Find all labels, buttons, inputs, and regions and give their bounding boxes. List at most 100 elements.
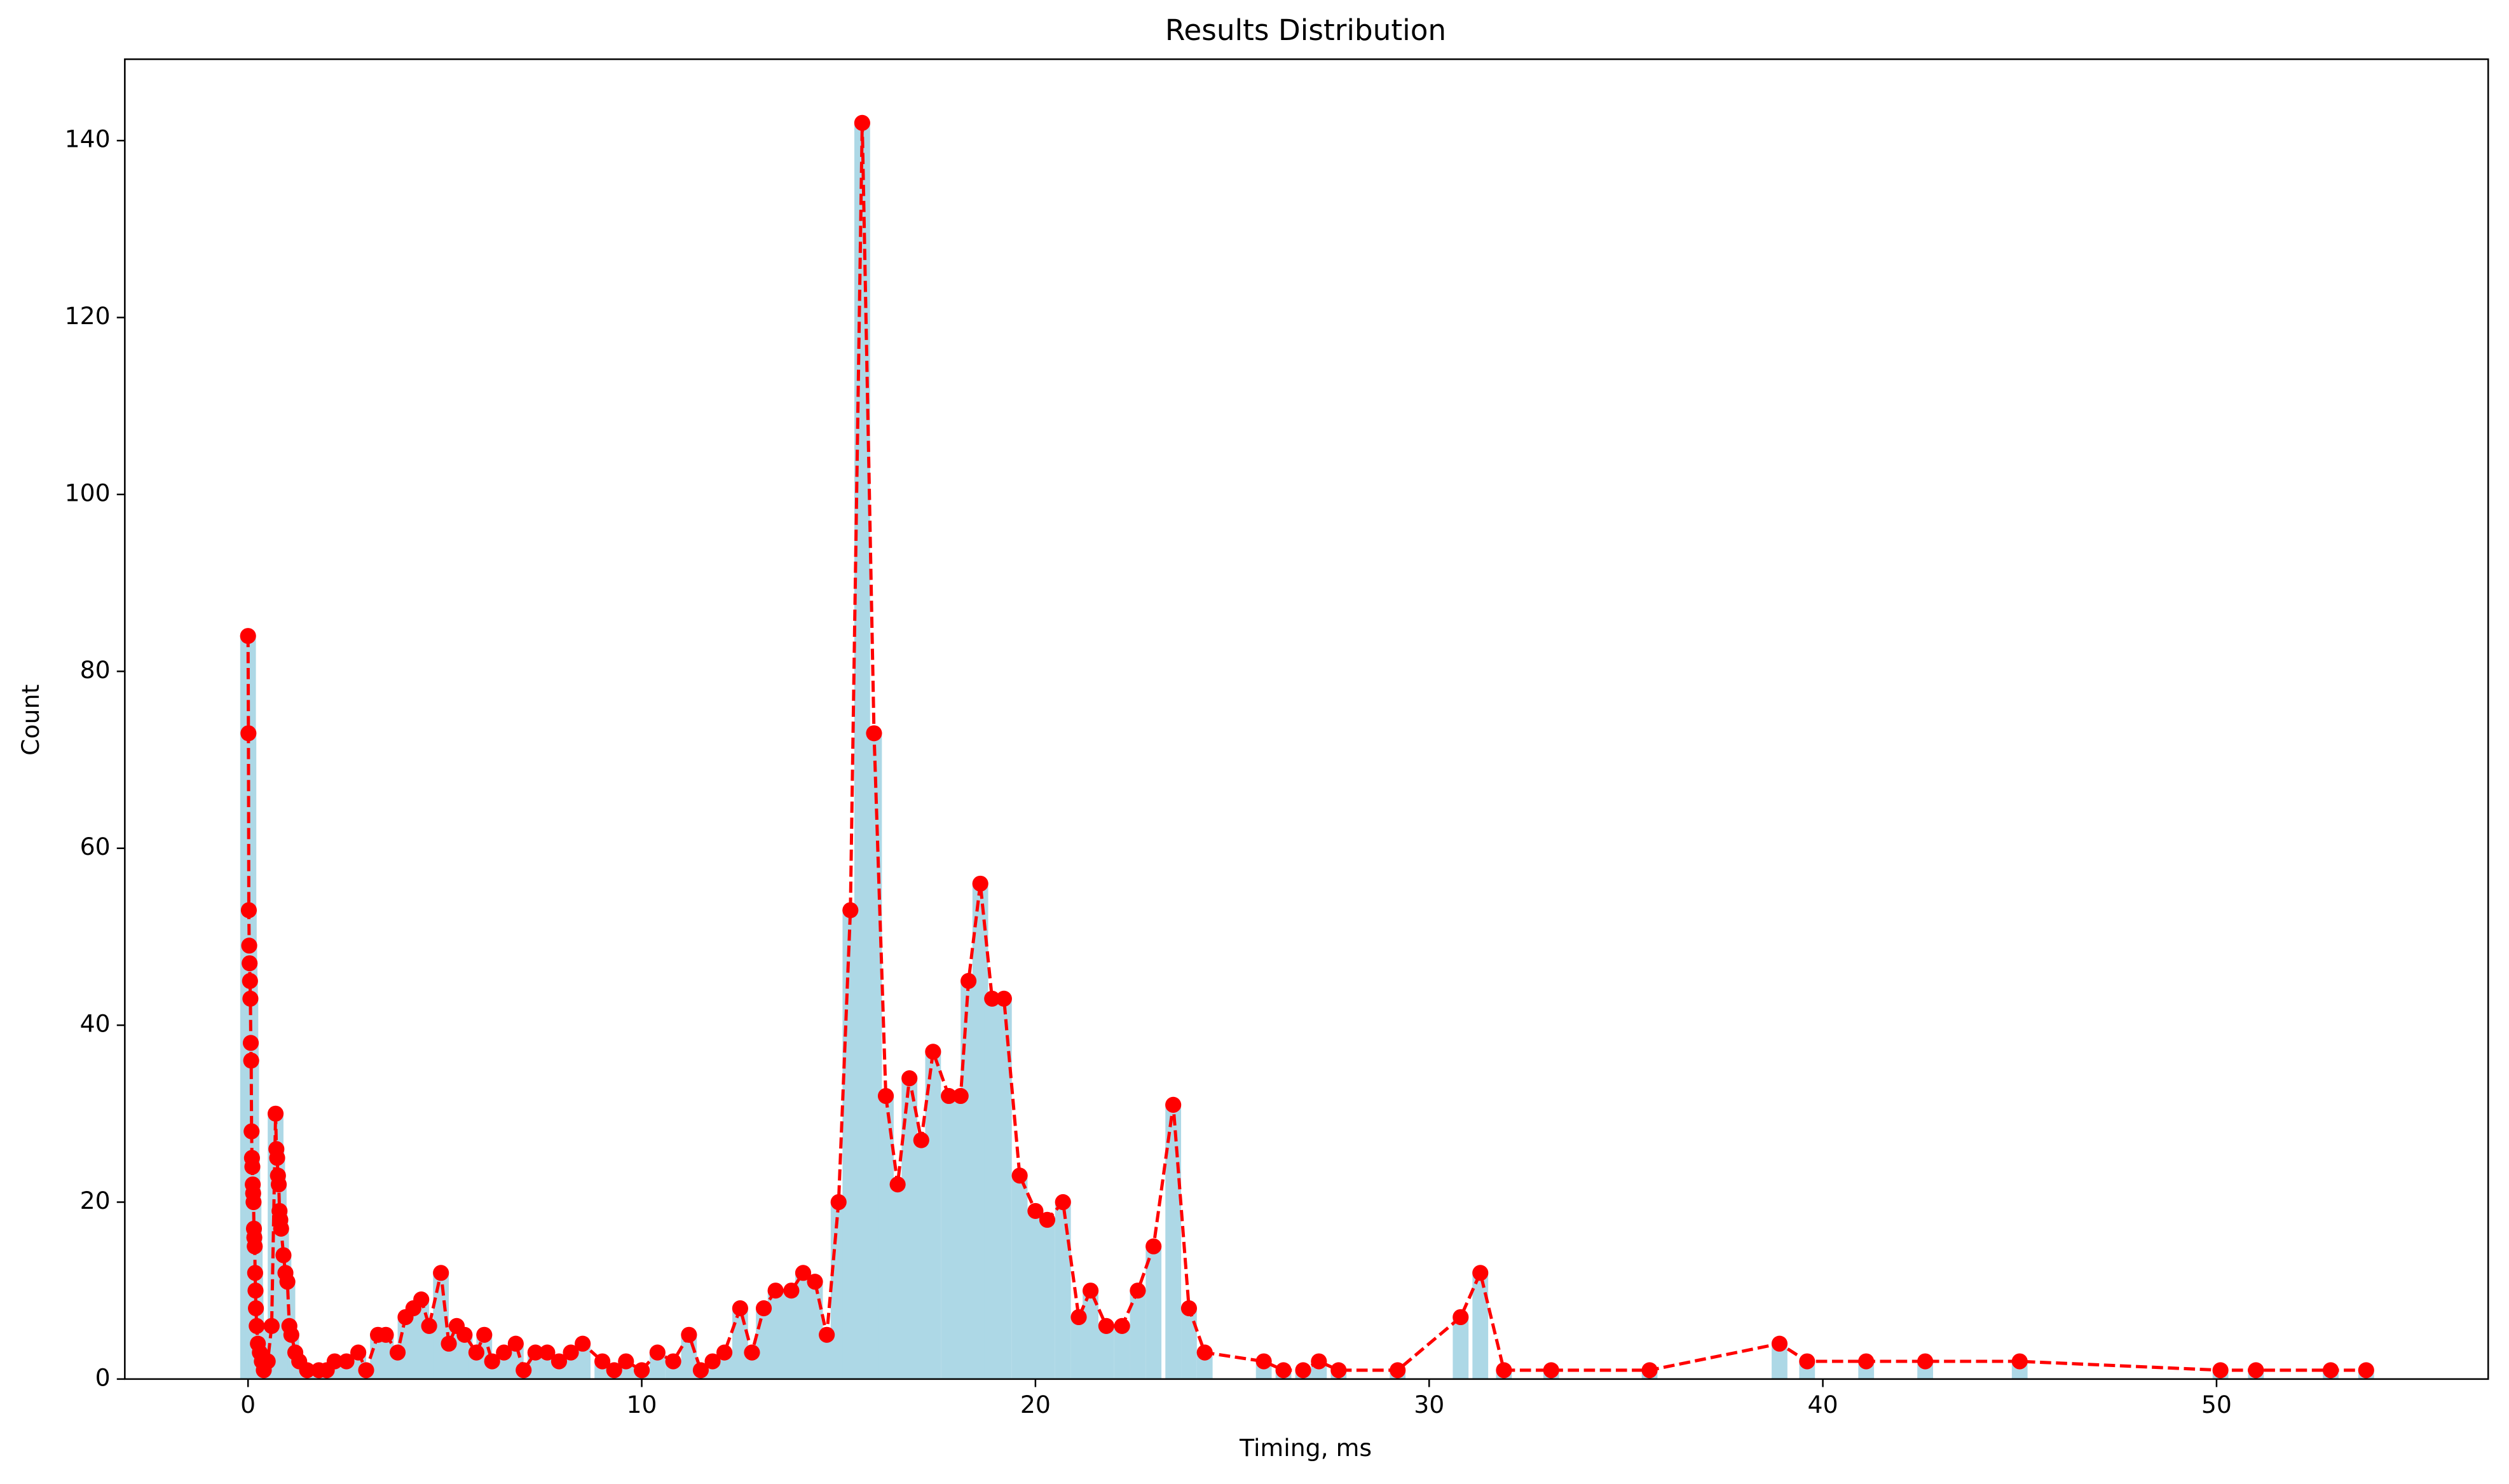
marker [1027,1202,1044,1219]
marker [1196,1344,1213,1361]
marker [1011,1167,1028,1184]
marker [527,1344,544,1361]
marker [350,1344,367,1361]
marker [275,1247,292,1263]
marker [1311,1353,1327,1370]
marker [245,1194,262,1211]
marker [744,1344,760,1361]
y-tick-label: 80 [80,656,111,684]
line [246,123,2367,1375]
marker [1083,1283,1099,1299]
bar [1453,1317,1469,1379]
marker [468,1344,485,1361]
marker [247,1283,264,1299]
marker [378,1326,394,1343]
marker [476,1326,493,1343]
bar [1098,1326,1114,1379]
marker [241,937,257,954]
marker [2248,1362,2264,1378]
marker [704,1353,721,1370]
x-tick-label: 10 [627,1391,657,1419]
y-tick-label: 100 [65,479,111,507]
marker [243,1052,259,1069]
marker [563,1344,579,1361]
marker [358,1362,374,1378]
marker [413,1291,430,1308]
bar [1055,1202,1071,1379]
y-axis-label: Count [17,684,44,756]
marker [877,1087,894,1105]
marker [1130,1283,1146,1299]
marker [456,1326,473,1343]
marker [783,1283,800,1299]
marker [240,902,257,918]
y-tick-label: 0 [95,1363,111,1391]
marker [901,1070,918,1087]
marker [913,1132,929,1148]
marker [1145,1238,1162,1255]
plot-frame [124,58,2489,1380]
bar [1039,1220,1055,1379]
marker [267,1105,284,1122]
marker [270,1176,287,1193]
marker [242,1035,259,1051]
x-tick-label: 50 [2201,1391,2232,1419]
marker [2322,1362,2339,1378]
y-tick-label: 60 [80,833,111,861]
marker [941,1087,957,1105]
marker [240,628,256,644]
marker [767,1283,784,1299]
marker [1496,1362,1512,1378]
y-tick-label: 20 [80,1187,111,1215]
marker [2212,1362,2229,1378]
marker [1098,1317,1114,1334]
marker [247,1265,263,1281]
marker [594,1353,611,1370]
marker [516,1362,532,1378]
marker [1070,1309,1087,1326]
marker [1055,1194,1071,1211]
marker [2011,1353,2028,1370]
marker [1039,1211,1056,1228]
x-tick-label: 40 [1808,1391,1838,1419]
bar [1145,1246,1162,1379]
marker [550,1353,568,1370]
marker [242,990,259,1007]
marker [952,1087,969,1105]
marker [1771,1335,1788,1352]
marker [279,1274,296,1290]
y-tick-label: 40 [80,1010,111,1038]
x-tick-label: 30 [1414,1391,1444,1419]
marker [755,1300,772,1317]
marker [575,1335,591,1352]
marker [866,725,882,742]
marker [507,1335,524,1352]
marker [1390,1362,1406,1378]
bar [1011,1175,1028,1379]
bar [1165,1105,1182,1379]
marker [1641,1362,1658,1378]
marker [249,1317,265,1334]
chart-title: Results Distribution [1165,13,1446,47]
marker [1275,1362,1292,1378]
marker [819,1326,835,1343]
marker [842,902,859,918]
marker [1330,1362,1347,1378]
marker [681,1326,697,1343]
marker [247,1238,263,1255]
marker [1917,1353,1934,1370]
marker [854,114,870,131]
marker [633,1362,650,1378]
marker [433,1265,449,1281]
marker [269,1150,285,1166]
marker [247,1300,264,1317]
marker [889,1176,906,1193]
marker [441,1335,457,1352]
marker [1114,1317,1130,1334]
marker [421,1317,437,1334]
marker [263,1317,280,1334]
marker [240,725,257,742]
marker [995,990,1012,1007]
marker [2358,1362,2374,1378]
marker [732,1300,748,1317]
